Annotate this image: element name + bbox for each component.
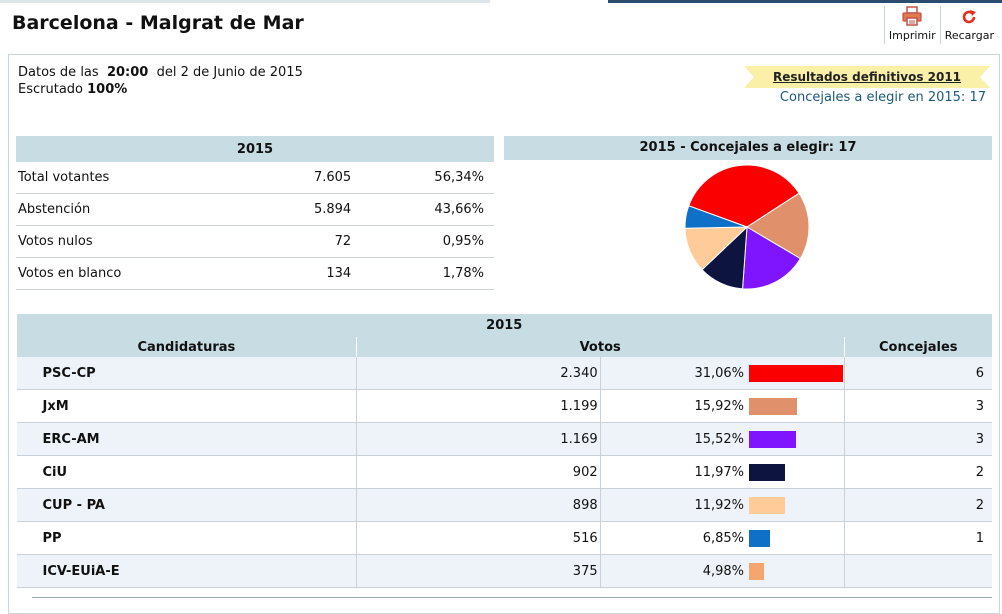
- party-bar-cell: [748, 488, 845, 522]
- party-seats: 2: [844, 455, 992, 489]
- party-percent: 6,85%: [600, 521, 749, 555]
- party-vote-bar: [749, 463, 786, 481]
- party-vote-bar: [749, 529, 771, 547]
- col-votos: Votos: [355, 337, 845, 357]
- party-vote-bar: [749, 562, 765, 580]
- party-percent: 11,97%: [600, 455, 749, 489]
- seats-chart-header: 2015 - Concejales a elegir: 17: [504, 136, 992, 160]
- reload-button[interactable]: Recargar: [939, 6, 998, 44]
- table-row: ICV-EUiA-E 375 4,98%: [16, 554, 992, 588]
- party-vote-bar: [749, 496, 786, 514]
- pie-slice: [742, 226, 802, 290]
- row-percent: 56,34%: [357, 162, 494, 194]
- col-concejales: Concejales: [843, 337, 992, 357]
- pie-slice: [684, 205, 748, 229]
- data-date: del 2 de Junio de 2015: [156, 65, 303, 80]
- party-name: JxM: [16, 389, 357, 423]
- party-name: CUP - PA: [16, 488, 357, 522]
- pie-slice: [688, 164, 800, 228]
- party-seats: 3: [844, 389, 992, 423]
- table-row: ERC-AM 1.169 15,52% 3: [16, 422, 992, 456]
- table-row: PSC-CP 2.340 31,06% 6: [16, 357, 992, 390]
- party-bar-cell: [748, 455, 845, 489]
- reload-label: Recargar: [944, 29, 994, 42]
- row-label: Votos en blanco: [16, 257, 258, 290]
- table-row: Total votantes 7.605 56,34%: [16, 162, 494, 194]
- party-name: ERC-AM: [16, 422, 357, 456]
- row-value: 5.894: [257, 193, 358, 226]
- party-seats: 1: [844, 521, 992, 555]
- candidates-table: 2015 Candidaturas Votos Concejales PSC-C…: [16, 314, 992, 588]
- party-seats: [844, 554, 992, 588]
- party-votes: 902: [356, 455, 601, 489]
- table-row: Abstención 5.894 43,66%: [16, 193, 494, 226]
- top-border-right: [608, 0, 1002, 3]
- bottom-divider: [32, 597, 992, 598]
- print-button[interactable]: Imprimir: [883, 6, 940, 44]
- table-row: Votos en blanco 134 1,78%: [16, 257, 494, 290]
- table-row: CUP - PA 898 11,92% 2: [16, 488, 992, 522]
- top-border-left: [0, 0, 490, 3]
- party-vote-bar: [749, 397, 798, 415]
- party-bar-cell: [748, 422, 845, 456]
- party-bar-cell: [748, 357, 845, 390]
- party-bar-cell: [748, 554, 845, 588]
- party-name: PSC-CP: [16, 357, 357, 390]
- seats-pie-chart: [684, 164, 810, 294]
- party-votes: 516: [356, 521, 601, 555]
- concejales-to-elect: Concejales a elegir en 2015: 17: [779, 90, 986, 105]
- party-name: PP: [16, 521, 357, 555]
- table-row: Votos nulos 72 0,95%: [16, 225, 494, 258]
- party-seats: 3: [844, 422, 992, 456]
- party-name: CiU: [16, 455, 357, 489]
- party-votes: 1.199: [356, 389, 601, 423]
- col-candidaturas: Candidaturas: [16, 337, 357, 357]
- party-vote-bar: [749, 364, 844, 382]
- party-votes: 898: [356, 488, 601, 522]
- party-seats: 2: [844, 488, 992, 522]
- participation-year-header: 2015: [16, 136, 494, 162]
- party-percent: 31,06%: [600, 357, 749, 390]
- party-bar-cell: [748, 389, 845, 423]
- ribbon-shape: [744, 66, 990, 88]
- row-percent: 1,78%: [357, 257, 494, 290]
- party-percent: 11,92%: [600, 488, 749, 522]
- data-time-prefix: Datos de las: [18, 65, 99, 80]
- party-seats: 6: [844, 357, 992, 390]
- pie-slice: [746, 192, 810, 260]
- row-value: 134: [257, 257, 358, 290]
- printer-icon: [902, 6, 922, 26]
- table-row: JxM 1.199 15,92% 3: [16, 389, 992, 423]
- party-percent: 15,52%: [600, 422, 749, 456]
- party-vote-bar: [749, 430, 797, 448]
- row-percent: 43,66%: [357, 193, 494, 226]
- row-value: 7.605: [257, 162, 358, 194]
- party-bar-cell: [748, 521, 845, 555]
- table-row: CiU 902 11,97% 2: [16, 455, 992, 489]
- party-votes: 2.340: [356, 357, 601, 390]
- row-percent: 0,95%: [357, 225, 494, 258]
- reload-icon: [963, 10, 977, 24]
- scrutiny-status: Datos de las 20:00 del 2 de Junio de 201…: [18, 64, 303, 98]
- print-label: Imprimir: [888, 29, 936, 42]
- row-value: 72: [257, 225, 358, 258]
- party-name: ICV-EUiA-E: [16, 554, 357, 588]
- row-label: Total votantes: [16, 162, 258, 194]
- table-row: PP 516 6,85% 1: [16, 521, 992, 555]
- page-title: Barcelona - Malgrat de Mar: [12, 12, 304, 34]
- escrutado-value: 100%: [87, 82, 128, 97]
- party-votes: 375: [356, 554, 601, 588]
- previous-results-label: Resultados definitivos 2011: [772, 70, 962, 84]
- previous-results-link[interactable]: Resultados definitivos 2011: [744, 66, 990, 88]
- candidates-year-header: 2015: [16, 314, 992, 337]
- party-percent: 15,92%: [600, 389, 749, 423]
- row-label: Abstención: [16, 193, 258, 226]
- toolbar: Imprimir Recargar: [883, 6, 998, 44]
- data-time: 20:00: [106, 65, 149, 80]
- participation-table: 2015 Total votantes 7.605 56,34% Abstenc…: [16, 136, 494, 290]
- party-percent: 4,98%: [600, 554, 749, 588]
- party-votes: 1.169: [356, 422, 601, 456]
- escrutado-label: Escrutado: [18, 82, 83, 97]
- row-label: Votos nulos: [16, 225, 258, 258]
